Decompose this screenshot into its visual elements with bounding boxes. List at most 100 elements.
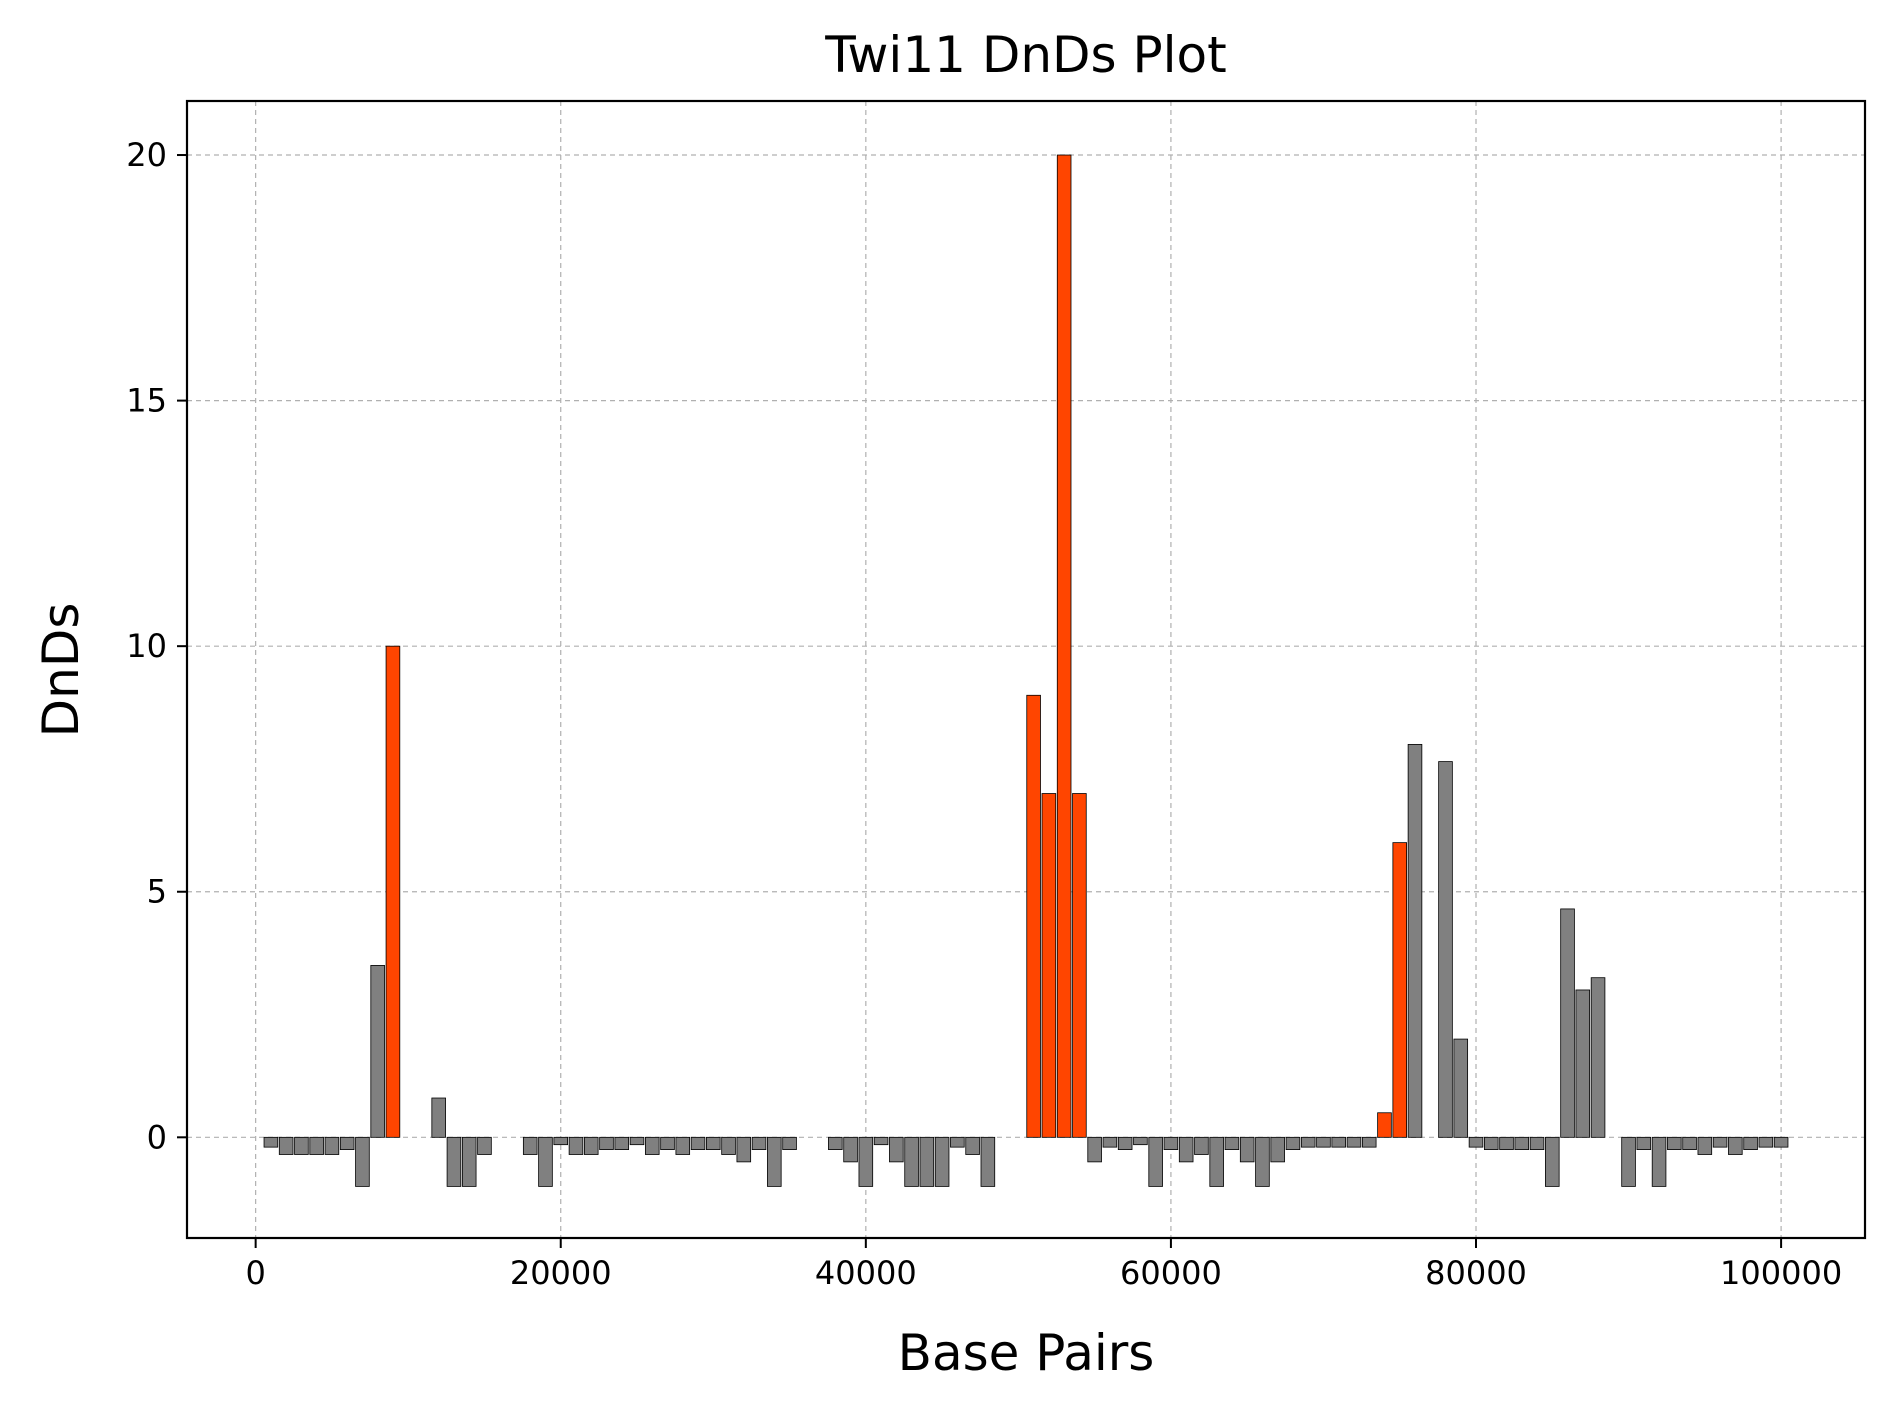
bar	[1407, 743, 1423, 1138]
bar	[873, 1136, 889, 1146]
bar	[1590, 977, 1606, 1138]
bar	[1743, 1136, 1758, 1150]
bar	[1072, 793, 1087, 1138]
bar	[1758, 1136, 1774, 1148]
bar	[1651, 1136, 1667, 1187]
x-tick-label: 20000	[510, 1254, 612, 1292]
bar	[1331, 1136, 1346, 1148]
bar	[1270, 1136, 1285, 1163]
bar	[1483, 1136, 1499, 1150]
bar	[644, 1136, 660, 1155]
bar	[1117, 1136, 1133, 1150]
bar	[1773, 1136, 1789, 1148]
bar	[324, 1136, 340, 1155]
bar	[1728, 1136, 1743, 1155]
bar	[461, 1136, 477, 1187]
bar	[370, 965, 385, 1138]
bar	[294, 1136, 309, 1155]
bar	[1392, 842, 1408, 1138]
x-axis: 0 20000 40000 60000 80000 100000	[245, 1238, 1842, 1292]
bar	[1178, 1136, 1194, 1163]
bar	[843, 1136, 858, 1163]
bar	[1300, 1136, 1316, 1148]
y-axis-label: DnDs	[32, 603, 90, 738]
bar	[629, 1136, 645, 1146]
grid	[187, 101, 1865, 1238]
bar	[1682, 1136, 1697, 1150]
x-tick-label: 0	[245, 1254, 265, 1292]
bar	[706, 1136, 721, 1150]
bar	[1529, 1136, 1545, 1150]
y-tick-label: 15	[126, 382, 167, 420]
bar	[660, 1136, 675, 1150]
bar	[1041, 793, 1057, 1138]
x-tick-label: 80000	[1425, 1254, 1527, 1292]
bar	[1026, 694, 1041, 1138]
bar	[1163, 1136, 1179, 1150]
plot-frame	[185, 99, 1867, 1240]
y-axis: 0 5 10 15 20	[126, 136, 187, 1156]
bar	[1316, 1136, 1331, 1148]
bar	[1346, 1136, 1362, 1148]
bar	[690, 1136, 706, 1150]
bar	[553, 1136, 569, 1146]
bar	[1636, 1136, 1652, 1150]
bar	[1102, 1136, 1118, 1148]
bar	[782, 1136, 797, 1150]
bar	[1667, 1136, 1682, 1150]
bar	[919, 1136, 935, 1187]
bar	[1453, 1038, 1469, 1138]
bar	[934, 1136, 950, 1187]
bar	[1285, 1136, 1301, 1150]
bar	[1133, 1136, 1148, 1146]
bar	[675, 1136, 691, 1155]
bar	[1239, 1136, 1255, 1163]
bar	[1194, 1136, 1209, 1155]
bar	[1575, 989, 1591, 1138]
bar	[339, 1136, 355, 1150]
bar	[278, 1136, 294, 1155]
bar	[583, 1136, 599, 1155]
bar	[477, 1136, 492, 1155]
bar	[1255, 1136, 1270, 1187]
y-tick-label: 10	[126, 627, 167, 665]
bar	[1621, 1136, 1636, 1187]
x-tick-label: 40000	[815, 1254, 917, 1292]
bar	[1514, 1136, 1530, 1150]
bars	[263, 154, 1789, 1187]
bar	[568, 1136, 584, 1155]
bar	[538, 1136, 553, 1187]
bar	[522, 1136, 538, 1155]
bar	[263, 1136, 279, 1148]
bar	[904, 1136, 919, 1187]
bar	[355, 1136, 370, 1187]
bar	[431, 1097, 446, 1138]
bar	[1560, 908, 1575, 1138]
bar	[751, 1136, 767, 1150]
y-tick-label: 5	[147, 873, 167, 911]
chart-title: Twi11 DnDs Plot	[824, 26, 1226, 84]
bar	[599, 1136, 614, 1150]
bar	[446, 1136, 462, 1187]
bar	[1361, 1136, 1377, 1148]
bar	[385, 645, 401, 1138]
x-axis-label: Base Pairs	[898, 1324, 1155, 1382]
bar	[889, 1136, 904, 1163]
bar	[980, 1136, 996, 1187]
bar	[1545, 1136, 1560, 1187]
bar	[1377, 1112, 1392, 1138]
bar	[1468, 1136, 1484, 1148]
bar	[614, 1136, 630, 1150]
bar	[1499, 1136, 1514, 1150]
bar	[1148, 1136, 1163, 1187]
bar	[1697, 1136, 1713, 1155]
x-tick-label: 100000	[1720, 1254, 1842, 1292]
x-tick-label: 60000	[1120, 1254, 1222, 1292]
bar	[1056, 154, 1072, 1138]
bar	[1087, 1136, 1102, 1163]
y-tick-label: 0	[147, 1118, 167, 1156]
bar	[1438, 761, 1453, 1138]
bar	[858, 1136, 874, 1187]
bar	[965, 1136, 980, 1155]
